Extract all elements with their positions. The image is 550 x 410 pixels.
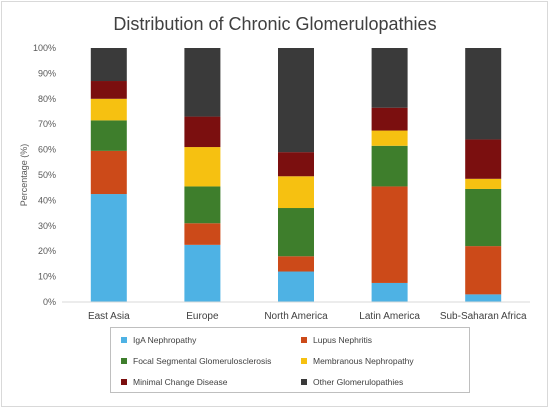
bar-segment <box>371 282 408 302</box>
bar-segment <box>278 48 314 153</box>
chart-title: Distribution of Chronic Glomerulopathies <box>113 14 437 34</box>
bar-segment <box>278 152 314 177</box>
legend-item: Minimal Change Disease <box>121 377 228 387</box>
y-tick-label: 60% <box>38 145 56 155</box>
y-axis-label: Percentage (%) <box>19 144 29 207</box>
legend-label: IgA Nephropathy <box>133 335 197 345</box>
legend-item: Other Glomerulopathies <box>301 377 403 387</box>
bar-segment <box>184 223 221 245</box>
bar-segment <box>465 246 502 295</box>
bar-segment <box>278 176 314 209</box>
bar-segment <box>90 194 127 302</box>
bar-segment <box>371 145 408 187</box>
bar-segment <box>184 186 221 224</box>
legend-swatch <box>301 358 307 364</box>
bar-segment <box>465 294 502 302</box>
legend-swatch <box>301 379 307 385</box>
bar-segment <box>90 150 127 195</box>
legend-swatch <box>121 358 127 364</box>
bar-segment <box>90 98 127 121</box>
x-tick-label: Latin America <box>359 311 420 322</box>
legend-label: Focal Segmental Glomerulosclerosis <box>133 356 272 366</box>
bar-segment <box>184 244 221 302</box>
legend-label: Minimal Change Disease <box>133 377 228 387</box>
legend-label: Membranous Nephropathy <box>313 356 414 366</box>
bar-segment <box>90 48 127 82</box>
y-tick-label: 70% <box>38 119 56 129</box>
bar-segment <box>371 186 408 283</box>
bar-segment <box>371 107 408 131</box>
legend-swatch <box>121 379 127 385</box>
legend-swatch <box>121 337 127 343</box>
chart-legend: IgA Nephropathy Lupus Nephritis Focal Segm… <box>110 327 470 393</box>
bar-segment <box>371 48 408 108</box>
legend-item: Focal Segmental Glomerulosclerosis <box>121 356 271 366</box>
x-tick-label: Sub-Saharan Africa <box>440 311 527 322</box>
y-tick-label: 40% <box>38 195 56 205</box>
x-tick-label: East Asia <box>88 311 130 322</box>
bar-segment <box>371 130 408 146</box>
y-tick-label: 30% <box>38 221 56 231</box>
y-tick-label: 100% <box>33 43 56 53</box>
y-tick-label: 0% <box>43 297 56 307</box>
legend-item: Lupus Nephritis <box>301 335 372 345</box>
legend-label: Other Glomerulopathies <box>313 377 404 387</box>
y-tick-label: 80% <box>38 94 56 104</box>
bar-segment <box>465 188 502 247</box>
bar-segment <box>278 256 314 272</box>
y-tick-label: 20% <box>38 246 56 256</box>
x-tick-label: Europe <box>186 311 219 322</box>
y-tick-label: 10% <box>38 272 56 282</box>
bar-segment <box>90 81 127 99</box>
bar-segment <box>278 271 314 302</box>
x-tick-label: North America <box>264 311 328 322</box>
bar-segment <box>184 48 221 117</box>
y-tick-label: 50% <box>38 170 56 180</box>
bar-segment <box>184 147 221 187</box>
legend-swatch <box>301 337 307 343</box>
bar-segment <box>184 116 221 148</box>
legend-item: Membranous Nephropathy <box>301 356 414 366</box>
y-tick-label: 90% <box>38 68 56 78</box>
bar-segment <box>278 208 314 257</box>
bar-segment <box>465 139 502 179</box>
legend-label: Lupus Nephritis <box>313 335 373 345</box>
bar-segment <box>465 178 502 189</box>
bar-segment <box>465 48 502 140</box>
legend-item: IgA Nephropathy <box>121 335 196 345</box>
bar-segment <box>90 120 127 151</box>
